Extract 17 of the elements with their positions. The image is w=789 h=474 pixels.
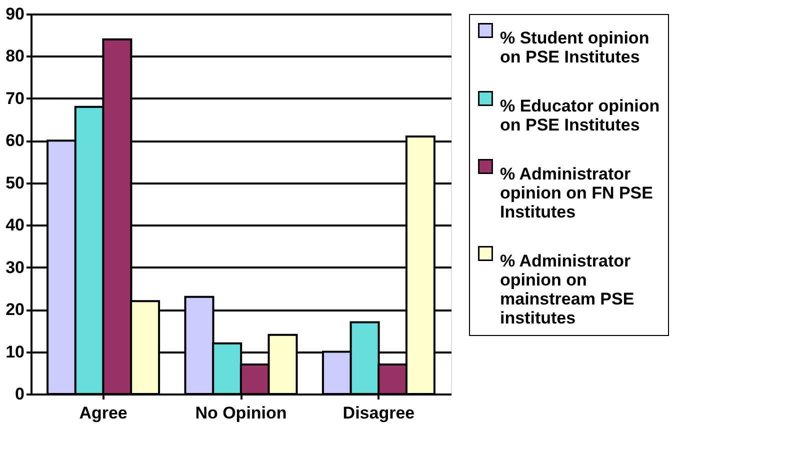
- y-tick-label: 0: [15, 384, 24, 404]
- legend-label: % Student opinion on PSE Institutes: [500, 28, 650, 66]
- legend-label: % Educator opinion on PSE Institutes: [500, 96, 660, 134]
- y-tick-label: 90: [6, 4, 24, 24]
- y-tick-label: 50: [6, 173, 24, 192]
- legend-label: % Administrator opinion on FN PSE Institutes: [500, 164, 653, 222]
- y-tick-label: 20: [6, 300, 24, 320]
- x-tick-label: Agree: [79, 404, 128, 422]
- x-tick-label: No Opinion: [195, 404, 287, 422]
- x-tick-label: Disagree: [342, 404, 415, 422]
- y-tick-label: 80: [6, 46, 24, 66]
- y-tick-label: 10: [6, 342, 24, 362]
- y-tick-label: 40: [6, 216, 24, 235]
- y-tick-label: 30: [6, 258, 24, 277]
- y-tick-label: 60: [6, 131, 24, 150]
- y-tick-label: 70: [6, 88, 24, 108]
- legend-label: % Administrator opinion on mainstream PSE institutes: [500, 252, 634, 328]
